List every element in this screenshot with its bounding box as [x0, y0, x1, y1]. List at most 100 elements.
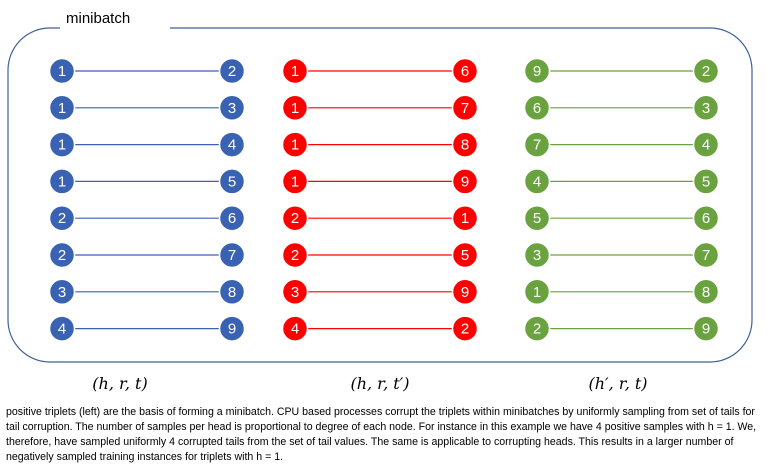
tail-node-circle: [451, 168, 479, 195]
head-node-circle: [523, 131, 551, 158]
head-node: 1: [48, 131, 76, 158]
tail-node: 2: [451, 315, 479, 342]
tail-node: 6: [218, 204, 246, 232]
tail-node: 7: [451, 94, 479, 122]
tail-node: 9: [218, 315, 246, 342]
tail-node-label: 4: [228, 137, 236, 154]
head-node-circle: [523, 241, 551, 269]
tail-node-label: 9: [461, 284, 469, 301]
tail-node-circle: [692, 131, 720, 158]
tail-node-circle: [692, 57, 720, 85]
tail-node-circle: [218, 131, 246, 158]
tail-node-label: 9: [702, 321, 710, 338]
head-node: 7: [523, 131, 551, 158]
tail-node-label: 4: [702, 137, 710, 154]
tail-node-circle: [218, 241, 246, 269]
tail-node-circle: [692, 241, 720, 269]
head-node-label: 7: [533, 137, 541, 154]
head-node-label: 2: [58, 247, 66, 264]
head-node: 4: [523, 168, 551, 195]
head-node: 2: [281, 241, 309, 269]
head-node-label: 9: [533, 63, 541, 80]
tail-node-label: 1: [461, 210, 469, 227]
tail-node-label: 5: [702, 173, 710, 190]
tail-node: 6: [451, 57, 479, 85]
head-node: 1: [281, 94, 309, 122]
head-node-circle: [281, 278, 309, 306]
tail-node-circle: [451, 278, 479, 306]
tail-node: 4: [692, 131, 720, 158]
tail-node-circle: [692, 94, 720, 122]
head-node-label: 1: [291, 137, 299, 154]
head-node: 3: [48, 278, 76, 306]
head-node-label: 2: [291, 247, 299, 264]
tail-node-circle: [692, 204, 720, 232]
tail-node-label: 2: [228, 63, 236, 80]
head-node: 4: [281, 315, 309, 342]
head-node-circle: [281, 204, 309, 232]
head-node-label: 4: [533, 173, 541, 190]
tail-node-circle: [218, 278, 246, 306]
head-node-circle: [48, 168, 76, 195]
head-node: 1: [281, 168, 309, 195]
column-label: (h, r, t′): [350, 374, 409, 393]
head-node-label: 1: [58, 137, 66, 154]
tail-node-label: 8: [461, 137, 469, 154]
tail-node: 3: [692, 94, 720, 122]
head-node-circle: [48, 131, 76, 158]
head-node: 1: [523, 278, 551, 306]
tail-node: 8: [218, 278, 246, 306]
head-node-circle: [523, 94, 551, 122]
tail-node-label: 6: [461, 63, 469, 80]
head-node: 3: [281, 278, 309, 306]
head-node-label: 3: [291, 284, 299, 301]
head-node-circle: [281, 57, 309, 85]
tail-node-circle: [218, 57, 246, 85]
tail-node-label: 2: [702, 63, 710, 80]
head-node-circle: [48, 241, 76, 269]
tail-node: 5: [451, 241, 479, 269]
head-node-circle: [48, 204, 76, 232]
tail-node-label: 6: [228, 210, 236, 227]
tail-node-circle: [692, 315, 720, 342]
tail-node: 6: [692, 204, 720, 232]
head-node-label: 6: [533, 100, 541, 117]
tail-node: 8: [451, 131, 479, 158]
tail-node-label: 5: [228, 173, 236, 190]
tail-node: 7: [218, 241, 246, 269]
head-node: 1: [48, 168, 76, 195]
minibatch-box: [7, 27, 753, 363]
tail-node-label: 7: [228, 247, 236, 264]
head-node: 6: [523, 94, 551, 122]
tail-node-circle: [218, 168, 246, 195]
head-node-label: 2: [291, 210, 299, 227]
tail-node: 9: [451, 168, 479, 195]
head-node-label: 2: [533, 321, 541, 338]
head-node-circle: [48, 94, 76, 122]
minibatch-title: minibatch: [66, 10, 130, 27]
column-label: (h, r, t): [92, 374, 147, 393]
head-node: 2: [523, 315, 551, 342]
tail-node: 8: [692, 278, 720, 306]
tail-node-label: 8: [228, 284, 236, 301]
tail-node: 5: [218, 168, 246, 195]
head-node-circle: [523, 278, 551, 306]
tail-node-label: 3: [228, 100, 236, 117]
tail-node: 1: [451, 204, 479, 232]
head-node-circle: [523, 315, 551, 342]
minibatch-diagram: minibatch 1 21 31 41 52 62 73 84 91 61 71 81 92 12 53 9…: [7, 8, 753, 393]
